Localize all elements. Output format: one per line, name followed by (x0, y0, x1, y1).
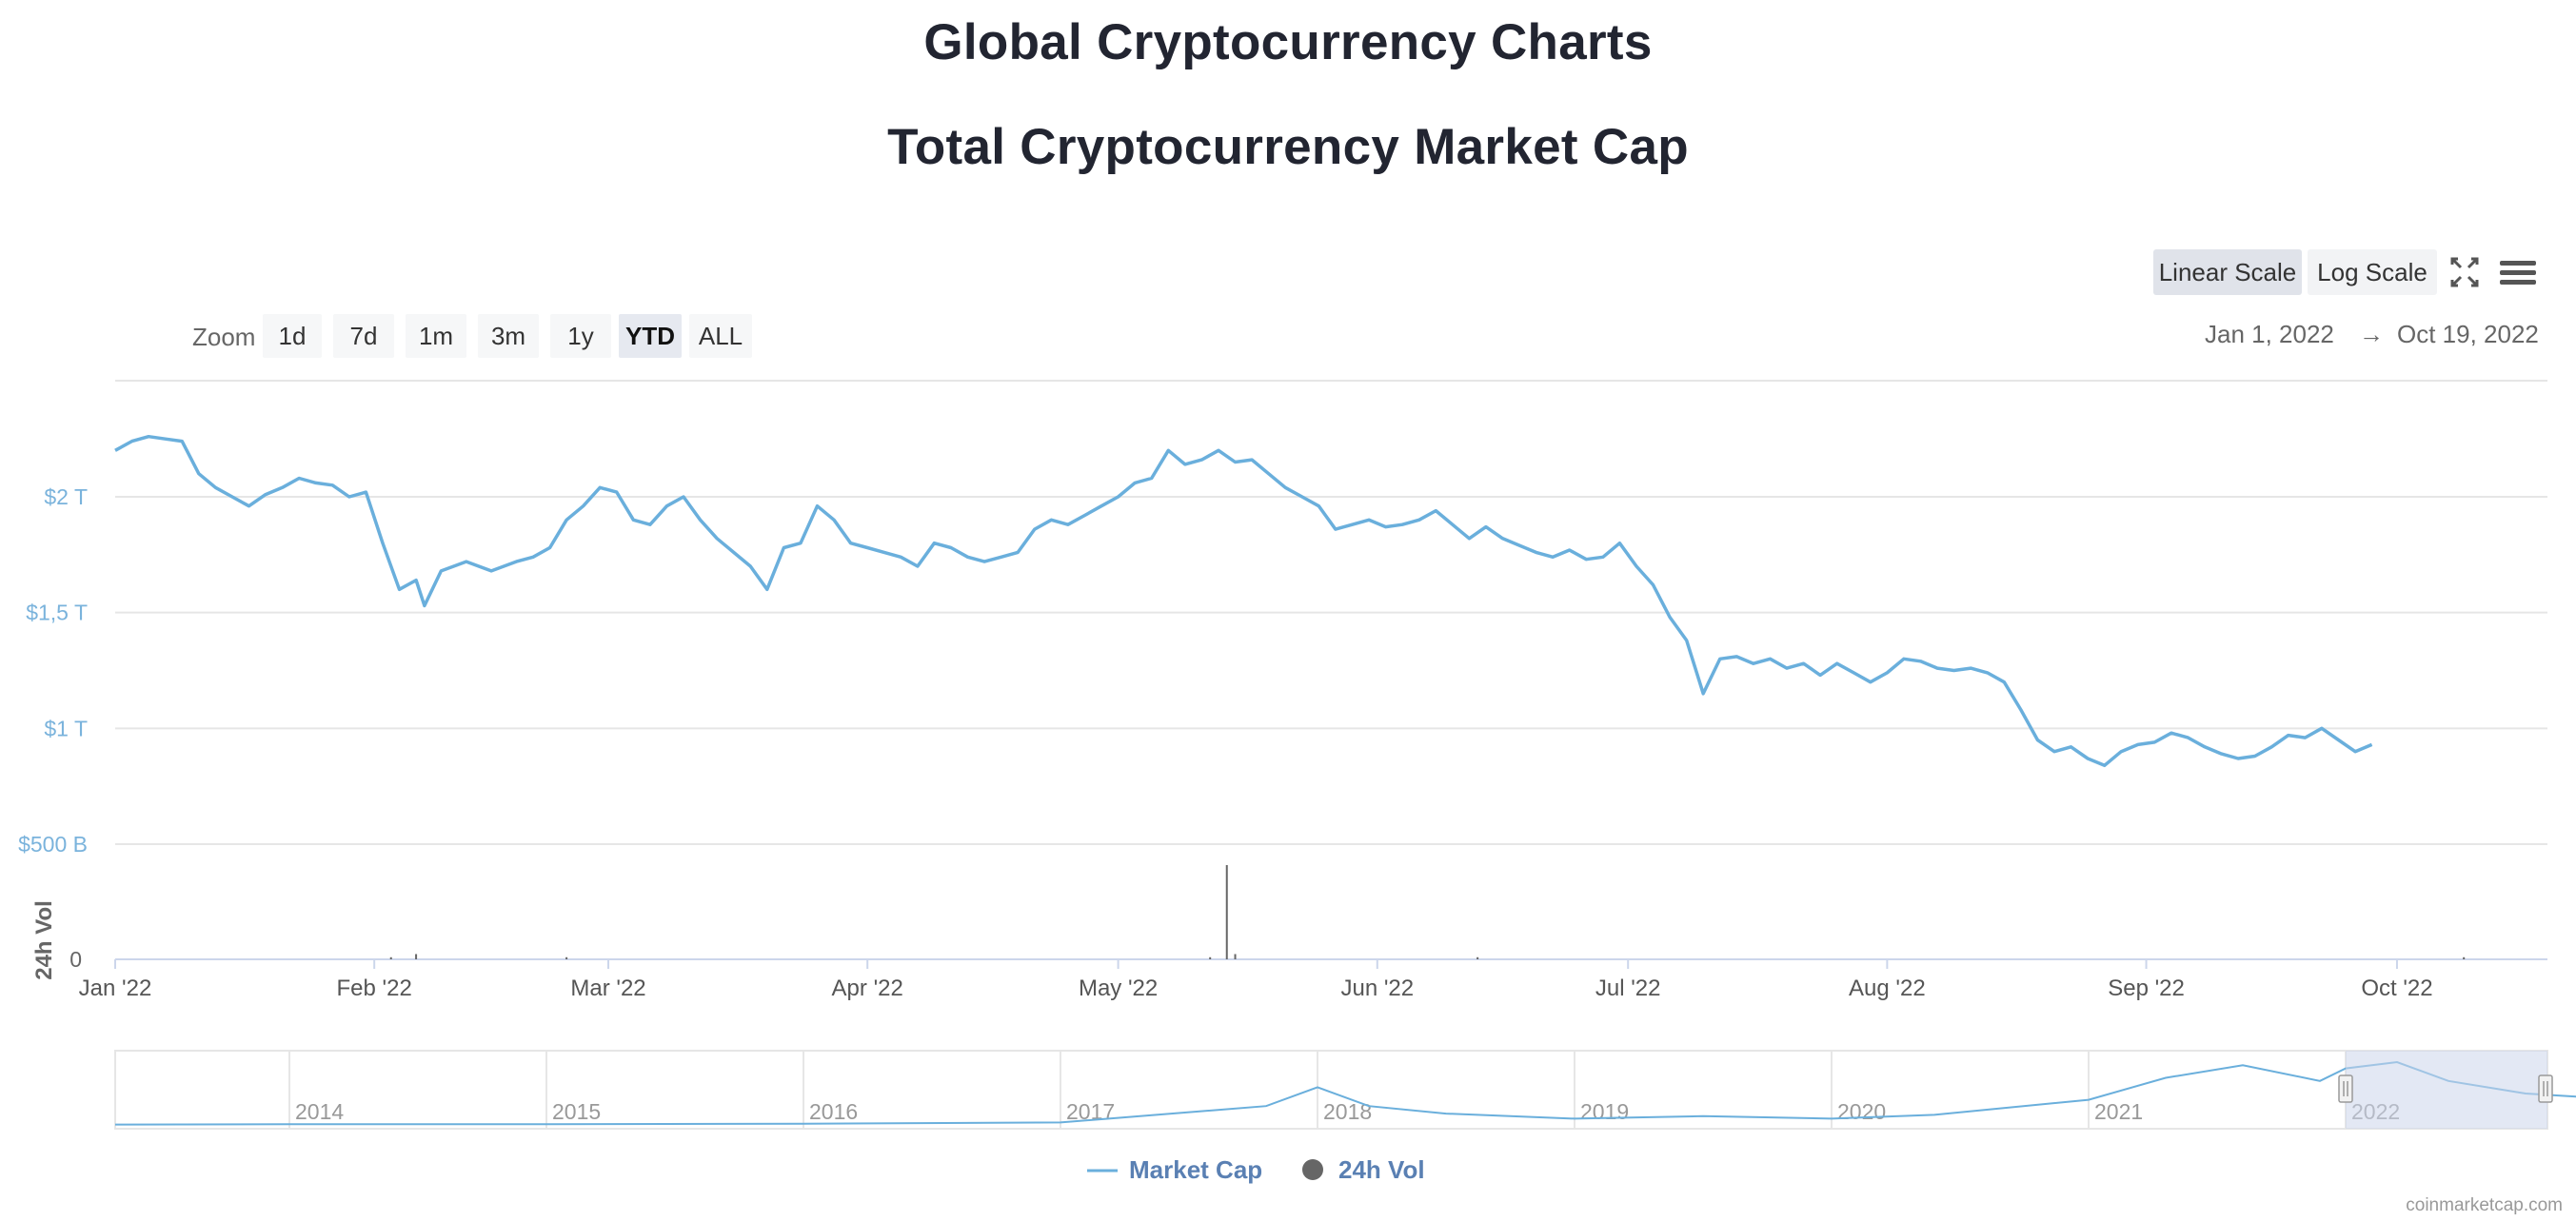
volume-legend-icon (1302, 1159, 1323, 1180)
navigator-year-label: 2019 (1580, 1099, 1629, 1124)
range-from[interactable]: Jan 1, 2022 (2205, 320, 2334, 348)
navigator-frame (114, 1050, 2548, 1130)
x-tick-label: Feb '22 (337, 976, 412, 1001)
range-to[interactable]: Oct 19, 2022 (2397, 320, 2539, 348)
y-tick-label: $2 T (44, 484, 88, 509)
log-scale-button[interactable]: Log Scale (2308, 249, 2437, 295)
zoom-1y-button[interactable]: 1y (550, 314, 611, 358)
linear-scale-button[interactable]: Linear Scale (2153, 249, 2302, 295)
volume-series (389, 865, 2466, 959)
x-axis-ticks: Jan '22 Feb '22 Mar '22 Apr '22 May '22 Jun '… (79, 959, 2433, 1001)
grid-lines (115, 380, 2547, 960)
x-tick-label: Aug '22 (1849, 976, 1926, 1001)
y-tick-label: $1,5 T (26, 601, 88, 625)
navigator-year-label: 2020 (1837, 1099, 1886, 1124)
fullscreen-icon (2450, 257, 2479, 287)
zoom-label: Zoom (192, 323, 256, 351)
navigator-handle-left (2338, 1074, 2353, 1103)
x-tick-label: May '22 (1079, 976, 1158, 1001)
legend-24h-vol[interactable]: 24h Vol (1338, 1155, 1425, 1184)
fullscreen-button[interactable] (2443, 249, 2487, 295)
navigator-year-label: 2018 (1323, 1099, 1372, 1124)
legend-market-cap[interactable]: Market Cap (1129, 1155, 1263, 1184)
navigator-year-label: 2015 (552, 1099, 601, 1124)
navigator-year-label: 2016 (809, 1099, 858, 1124)
credit-link[interactable]: coinmarketcap.com (2406, 1195, 2563, 1215)
zoom-ytd-button[interactable]: YTD (619, 314, 682, 358)
chart-title: Total Cryptocurrency Market Cap (887, 119, 1689, 175)
navigator-year-label: 2014 (295, 1099, 344, 1124)
x-tick-label: Oct '22 (2361, 976, 2432, 1001)
market-cap-line (114, 434, 2373, 768)
y-axis-ticks: $2 T $1,5 T $1 T $500 B 0 (18, 484, 88, 972)
zoom-1d-button[interactable]: 1d (263, 314, 322, 358)
page-title: Global Cryptocurrency Charts (923, 14, 1653, 70)
navigator-line (114, 1060, 2576, 1126)
x-tick-label: Sep '22 (2108, 976, 2185, 1001)
navigator-year-label: 2021 (2094, 1099, 2143, 1124)
x-tick-label: Mar '22 (570, 976, 645, 1001)
zoom-7d-button[interactable]: 7d (333, 314, 394, 358)
navigator-selection (2346, 1051, 2547, 1129)
zoom-1m-button[interactable]: 1m (406, 314, 466, 358)
volume-tick-label: 0 (69, 947, 82, 972)
volume-axis-label: 24h Vol (31, 900, 57, 980)
market-cap-legend-icon (1087, 1169, 1118, 1173)
menu-button[interactable] (2494, 249, 2542, 295)
y-tick-label: $500 B (18, 832, 88, 857)
navigator-year-label: 2017 (1066, 1099, 1115, 1124)
navigator-year-label: 2022 (2351, 1099, 2400, 1124)
x-tick-label: Jan '22 (79, 976, 152, 1001)
range-arrow: → (2359, 320, 2384, 348)
hamburger-icon (2500, 261, 2536, 285)
navigator-handle-right (2538, 1074, 2553, 1103)
zoom-all-button[interactable]: ALL (689, 314, 752, 358)
x-tick-label: Apr '22 (832, 976, 903, 1001)
zoom-3m-button[interactable]: 3m (478, 314, 539, 358)
x-tick-label: Jun '22 (1340, 976, 1414, 1001)
y-tick-label: $1 T (44, 716, 88, 740)
navigator[interactable]: 2014 2015 2016 2017 2018 2019 2020 2021 2022 (114, 1050, 2576, 1130)
x-tick-label: Jul '22 (1595, 976, 1661, 1001)
